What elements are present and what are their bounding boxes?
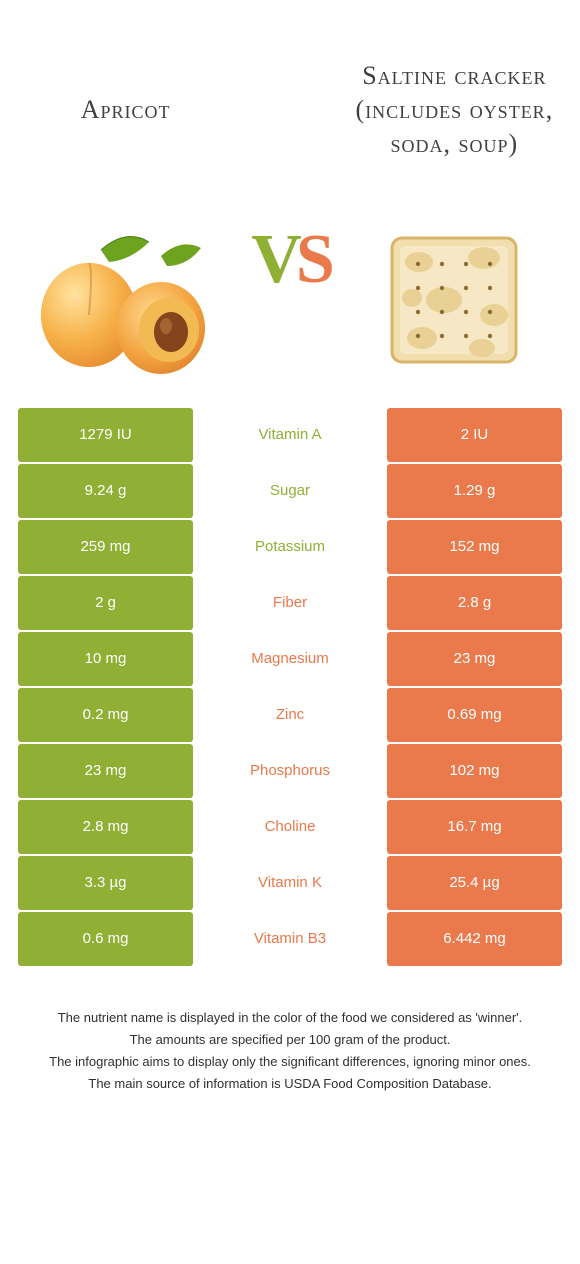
- right-value: 2 IU: [387, 408, 562, 462]
- left-value: 10 mg: [18, 632, 193, 686]
- right-value: 23 mg: [387, 632, 562, 686]
- right-value: 25.4 µg: [387, 856, 562, 910]
- left-value: 0.6 mg: [18, 912, 193, 966]
- right-value: 6.442 mg: [387, 912, 562, 966]
- left-value: 2 g: [18, 576, 193, 630]
- table-row: 259 mgPotassium152 mg: [18, 520, 562, 574]
- table-row: 0.2 mgZinc0.69 mg: [18, 688, 562, 742]
- footer-line-2: The amounts are specified per 100 gram o…: [22, 1030, 558, 1050]
- right-food-column: Saltine cracker (includes oyster, soda, …: [329, 10, 580, 390]
- left-food-title: Apricot: [63, 10, 189, 210]
- table-row: 23 mgPhosphorus102 mg: [18, 744, 562, 798]
- left-value: 259 mg: [18, 520, 193, 574]
- left-value: 3.3 µg: [18, 856, 193, 910]
- footer-line-4: The main source of information is USDA F…: [22, 1074, 558, 1094]
- table-row: 2 gFiber2.8 g: [18, 576, 562, 630]
- left-value: 0.2 mg: [18, 688, 193, 742]
- left-food-column: Apricot: [0, 10, 251, 390]
- apricot-icon: [31, 210, 221, 390]
- nutrient-name: Sugar: [193, 464, 387, 518]
- comparison-header: Apricot: [0, 0, 580, 390]
- right-value: 152 mg: [387, 520, 562, 574]
- nutrient-name: Vitamin B3: [193, 912, 387, 966]
- table-row: 2.8 mgCholine16.7 mg: [18, 800, 562, 854]
- vs-label: VS: [251, 220, 329, 300]
- table-row: 1279 IUVitamin A2 IU: [18, 408, 562, 462]
- right-value: 0.69 mg: [387, 688, 562, 742]
- right-value: 16.7 mg: [387, 800, 562, 854]
- vs-s: S: [296, 221, 329, 298]
- nutrient-name: Potassium: [193, 520, 387, 574]
- right-value: 102 mg: [387, 744, 562, 798]
- nutrient-name: Phosphorus: [193, 744, 387, 798]
- table-row: 10 mgMagnesium23 mg: [18, 632, 562, 686]
- footer-line-1: The nutrient name is displayed in the co…: [22, 1008, 558, 1028]
- nutrient-name: Choline: [193, 800, 387, 854]
- nutrient-name: Magnesium: [193, 632, 387, 686]
- footer-notes: The nutrient name is displayed in the co…: [0, 968, 580, 1095]
- right-value: 2.8 g: [387, 576, 562, 630]
- nutrient-name: Vitamin K: [193, 856, 387, 910]
- nutrient-table: 1279 IUVitamin A2 IU9.24 gSugar1.29 g259…: [0, 390, 580, 966]
- nutrient-name: Vitamin A: [193, 408, 387, 462]
- table-row: 0.6 mgVitamin B36.442 mg: [18, 912, 562, 966]
- table-row: 3.3 µgVitamin K25.4 µg: [18, 856, 562, 910]
- table-row: 9.24 gSugar1.29 g: [18, 464, 562, 518]
- left-value: 23 mg: [18, 744, 193, 798]
- cracker-icon: [374, 210, 534, 390]
- vs-v: V: [251, 221, 296, 298]
- left-value: 2.8 mg: [18, 800, 193, 854]
- nutrient-name: Fiber: [193, 576, 387, 630]
- left-value: 1279 IU: [18, 408, 193, 462]
- footer-line-3: The infographic aims to display only the…: [22, 1052, 558, 1072]
- right-value: 1.29 g: [387, 464, 562, 518]
- right-food-title: Saltine cracker (includes oyster, soda, …: [329, 10, 580, 210]
- left-value: 9.24 g: [18, 464, 193, 518]
- nutrient-name: Zinc: [193, 688, 387, 742]
